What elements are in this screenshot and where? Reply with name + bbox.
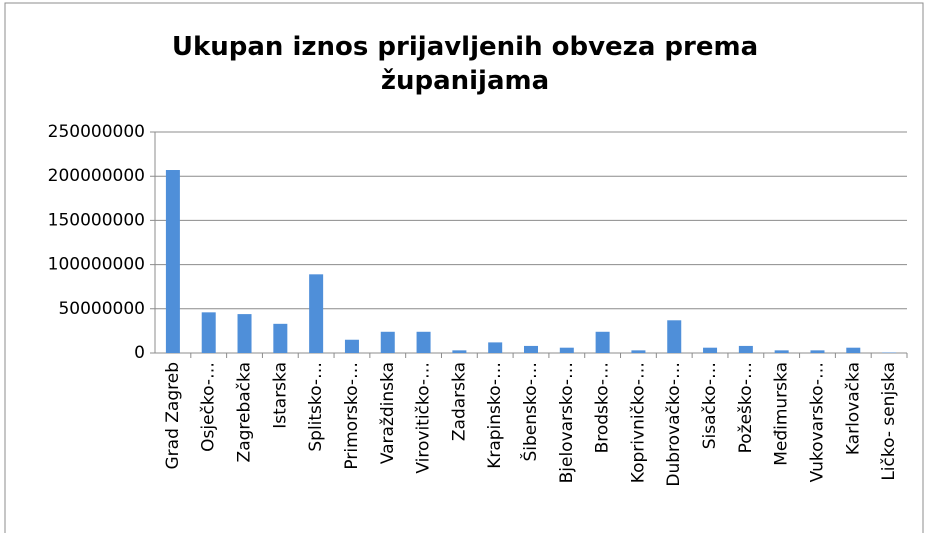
x-tick-label: Splitsko-… <box>306 362 326 452</box>
x-tick-label: Koprivničko-… <box>628 362 648 483</box>
x-tick-label: Primorsko-… <box>342 362 362 470</box>
y-tick-label: 200000000 <box>48 166 145 186</box>
x-tick-label: Šibensko-… <box>519 362 541 462</box>
x-tick-label: Zadarska <box>449 362 469 441</box>
bar <box>165 170 180 353</box>
bar <box>810 350 825 353</box>
bar <box>344 339 359 353</box>
x-tick-label: Osječko-… <box>199 362 219 452</box>
y-tick-label: 100000000 <box>48 255 145 275</box>
bar <box>631 350 646 353</box>
bar <box>488 342 503 353</box>
x-tick-label: Karlovačka <box>843 362 863 455</box>
x-tick-label: Bjelovarsko-… <box>557 362 577 483</box>
bar <box>667 320 682 353</box>
bar <box>380 331 395 353</box>
x-tick-label: Vukovarsko-… <box>807 362 827 482</box>
bar <box>201 312 216 353</box>
bar <box>846 347 861 353</box>
x-tick-label: Grad Zagreb <box>163 362 183 470</box>
bar <box>452 350 467 353</box>
x-tick-label: Brodsko-… <box>593 362 613 453</box>
chart-title: Ukupan iznos prijavljenih obveza prema ž… <box>171 32 759 96</box>
x-tick-label: Zagrebačka <box>235 362 255 462</box>
bar <box>273 323 288 353</box>
x-tick-label: Međimurska <box>772 362 792 466</box>
bar <box>559 347 574 353</box>
x-tick-label: Istarska <box>270 362 290 429</box>
x-tick-label: Ličko- senjska <box>879 362 899 481</box>
bar <box>738 345 753 353</box>
bar <box>237 314 252 353</box>
x-tick-label: Požeško-… <box>736 362 756 453</box>
x-tick-label: Virovitičko-… <box>414 362 434 474</box>
chart-frame <box>4 2 924 533</box>
bar <box>595 331 610 353</box>
y-tick-label: 150000000 <box>48 210 145 230</box>
x-tick-label: Varaždinska <box>378 362 398 464</box>
bar <box>774 350 789 353</box>
y-tick-label: 50000000 <box>58 299 145 319</box>
bar <box>703 347 718 353</box>
x-tick-label: Krapinsko-… <box>485 362 505 469</box>
x-tick-label: Sisačko-… <box>700 362 720 449</box>
y-tick-label: 250000000 <box>48 122 145 142</box>
bar <box>309 274 324 353</box>
y-tick-label: 0 <box>134 343 145 363</box>
x-tick-label: Dubrovačko-… <box>664 362 684 487</box>
bar <box>524 345 538 353</box>
bar <box>416 331 431 353</box>
